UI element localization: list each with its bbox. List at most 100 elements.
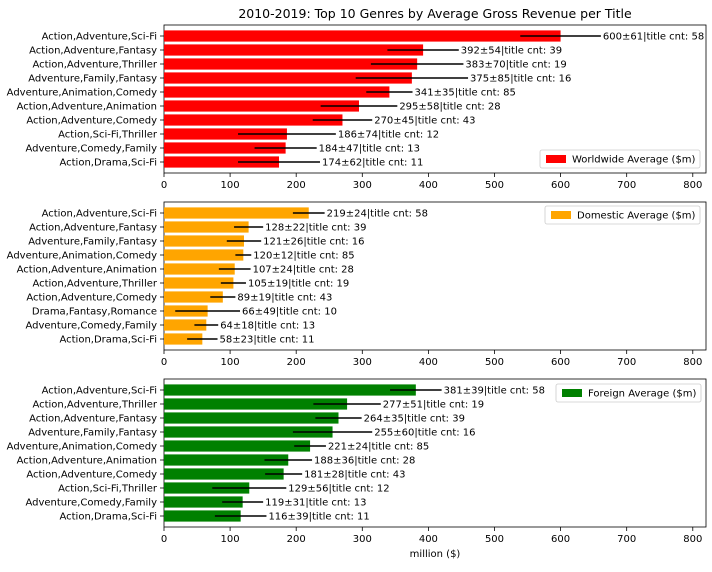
legend-label: Foreign Average ($m) <box>588 389 696 400</box>
x-tick-label: 0 <box>161 534 167 545</box>
data-label: 255±60|title cnt: 16 <box>374 428 475 439</box>
x-tick-label: 300 <box>353 357 372 368</box>
bar <box>164 333 203 345</box>
data-label: 188±36|title cnt: 28 <box>314 456 415 467</box>
category-label: Adventure,Family,Fantasy <box>28 428 157 439</box>
x-tick-label: 500 <box>485 180 504 191</box>
bar <box>164 510 241 522</box>
category-label: Drama,Fantasy,Romance <box>32 307 157 318</box>
bar <box>164 440 311 452</box>
bar <box>164 468 284 480</box>
bar <box>164 100 359 112</box>
category-label: Adventure,Animation,Comedy <box>7 88 157 99</box>
bar <box>164 249 244 261</box>
category-label: Adventure,Animation,Comedy <box>7 442 157 453</box>
bar <box>164 142 286 154</box>
chart-panel-1: 0 100 200 300 400 500 600 700 800 Action,Adventur… <box>7 24 707 191</box>
category-label: Action,Adventure,Comedy <box>26 293 157 304</box>
bar <box>164 454 289 466</box>
bar <box>164 128 287 140</box>
data-label: 277±51|title cnt: 19 <box>383 400 484 411</box>
x-tick-label: 600 <box>551 180 570 191</box>
bar <box>164 156 280 168</box>
data-label: 58±23|title cnt: 11 <box>220 335 315 346</box>
data-label: 392±54|title cnt: 39 <box>461 46 562 57</box>
bar <box>164 58 418 70</box>
bar <box>164 235 244 247</box>
x-tick-label: 700 <box>617 357 636 368</box>
category-label: Action,Adventure,Comedy <box>26 116 157 127</box>
legend-label: Worldwide Average ($m) <box>572 155 696 166</box>
category-label: Action,Adventure,Animation <box>17 102 157 113</box>
bar <box>164 114 343 126</box>
legend-swatch <box>546 155 566 163</box>
legend: Foreign Average ($m) <box>555 383 702 403</box>
data-label: 116±39|title cnt: 11 <box>268 512 369 523</box>
x-tick-label: 200 <box>287 357 306 368</box>
data-label: 219±24|title cnt: 58 <box>327 209 428 220</box>
bar <box>164 277 234 289</box>
x-tick-label: 100 <box>221 180 240 191</box>
category-label: Action,Adventure,Thriller <box>32 279 157 290</box>
bar <box>164 482 250 494</box>
bar <box>164 207 309 219</box>
bar <box>164 30 561 42</box>
legend: Worldwide Average ($m) <box>539 149 701 169</box>
x-tick-label: 200 <box>287 180 306 191</box>
category-label: Action,Drama,Sci-Fi <box>59 158 157 169</box>
x-tick-label: 800 <box>683 357 702 368</box>
data-label: 174±62|title cnt: 11 <box>322 158 423 169</box>
category-label: Action,Adventure,Fantasy <box>29 414 157 425</box>
category-label: Adventure,Comedy,Family <box>25 144 157 155</box>
category-label: Action,Adventure,Animation <box>17 265 157 276</box>
bar <box>164 319 207 331</box>
category-label: Action,Drama,Sci-Fi <box>59 335 157 346</box>
x-tick-label: 600 <box>551 357 570 368</box>
legend-box <box>544 205 701 225</box>
category-label: Action,Adventure,Thriller <box>32 60 157 71</box>
x-tick-label: 400 <box>419 180 438 191</box>
bar <box>164 221 249 233</box>
category-label: Action,Adventure,Sci-Fi <box>42 386 157 397</box>
x-tick-label: 500 <box>485 534 504 545</box>
data-label: 64±18|title cnt: 13 <box>220 321 315 332</box>
data-label: 120±12|title cnt: 85 <box>253 251 354 262</box>
data-label: 105±19|title cnt: 19 <box>248 279 349 290</box>
category-label: Adventure,Comedy,Family <box>25 321 157 332</box>
data-label: 341±35|title cnt: 85 <box>415 88 516 99</box>
x-tick-label: 200 <box>287 534 306 545</box>
bar <box>164 384 416 396</box>
data-label: 129±56|title cnt: 12 <box>288 484 389 495</box>
category-label: Action,Adventure,Comedy <box>26 470 157 481</box>
category-label: Adventure,Family,Fantasy <box>28 74 157 85</box>
category-label: Action,Adventure,Sci-Fi <box>42 32 157 43</box>
data-label: 381±39|title cnt: 58 <box>444 386 545 397</box>
category-label: Action,Adventure,Fantasy <box>29 223 157 234</box>
x-tick-label: 300 <box>353 180 372 191</box>
chart-panel-2: 0 100 200 300 400 500 600 700 800 Action,Adventur… <box>7 201 707 368</box>
data-label: 89±19|title cnt: 43 <box>237 293 332 304</box>
x-tick-label: 700 <box>617 534 636 545</box>
chart-title: 2010-2019: Top 10 Genres by Average Gros… <box>238 6 632 21</box>
data-label: 264±35|title cnt: 39 <box>364 414 465 425</box>
data-label: 119±31|title cnt: 13 <box>265 498 366 509</box>
legend-swatch <box>562 389 582 397</box>
data-label: 181±28|title cnt: 43 <box>304 470 405 481</box>
data-label: 184±47|title cnt: 13 <box>319 144 420 155</box>
data-label: 121±26|title cnt: 16 <box>263 237 364 248</box>
x-tick-label: 600 <box>551 534 570 545</box>
x-tick-label: 800 <box>683 534 702 545</box>
x-axis-label: million ($) <box>410 549 461 560</box>
chart-panel-3: 0 100 200 300 400 500 600 700 800 Action,Adventur… <box>7 378 707 560</box>
data-label: 107±24|title cnt: 28 <box>253 265 354 276</box>
bar <box>164 412 339 424</box>
category-label: Action,Adventure,Thriller <box>32 400 157 411</box>
plot-frame <box>163 24 707 174</box>
data-label: 270±45|title cnt: 43 <box>374 116 475 127</box>
category-label: Action,Adventure,Fantasy <box>29 46 157 57</box>
x-tick-label: 400 <box>419 534 438 545</box>
legend-box <box>555 383 702 403</box>
x-tick-label: 300 <box>353 534 372 545</box>
data-label: 295±58|title cnt: 28 <box>399 102 500 113</box>
